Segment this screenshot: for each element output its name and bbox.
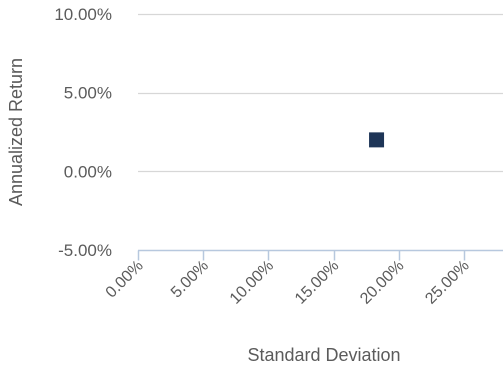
data-points [369, 132, 385, 148]
x-axis-tick-label: 15.00% [292, 257, 342, 307]
x-axis [137, 249, 503, 261]
y-axis-tick-labels: 10.00% 5.00% 0.00% -5.00% [54, 5, 112, 260]
y-axis-tick-label: 5.00% [64, 84, 112, 103]
x-axis-tick-label: 25.00% [422, 257, 472, 307]
x-axis-tick-labels: 0.00% 5.00% 10.00% 15.00% 20.00% 25.00% [103, 257, 473, 307]
x-axis-title: Standard Deviation [247, 345, 400, 365]
y-axis-tick-label: -5.00% [58, 241, 112, 260]
y-axis-title: Annualized Return [6, 58, 26, 206]
x-axis-tick-label: 5.00% [168, 257, 212, 301]
x-axis-tick-label: 20.00% [357, 257, 407, 307]
y-axis-tick-label: 10.00% [54, 5, 112, 24]
data-point[interactable] [369, 132, 385, 148]
x-axis-tick-label: 10.00% [227, 257, 277, 307]
gridlines [138, 13, 503, 173]
y-axis-tick-label: 0.00% [64, 162, 112, 181]
x-axis-tick-label: 0.00% [103, 257, 147, 301]
